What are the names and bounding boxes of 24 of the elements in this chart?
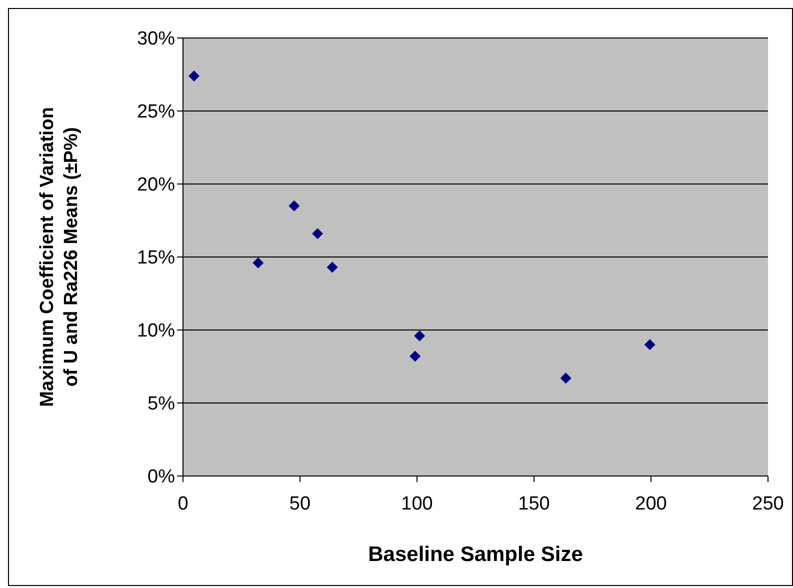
x-axis-title: Baseline Sample Size bbox=[368, 543, 583, 566]
x-tick-label: 250 bbox=[752, 493, 784, 514]
y-tick-label: 5% bbox=[148, 394, 176, 415]
y-axis-title: Maximum Coefficient of Variation of U and Ra226 Means (±P%) bbox=[37, 107, 82, 407]
y-tick-label: 10% bbox=[136, 320, 176, 342]
point bbox=[326, 262, 338, 273]
point bbox=[410, 350, 421, 362]
point bbox=[188, 70, 200, 82]
x-tick-label: 100 bbox=[401, 493, 433, 514]
point bbox=[312, 228, 324, 240]
y-tick-label: 25% bbox=[136, 102, 176, 123]
point bbox=[560, 372, 572, 384]
point bbox=[252, 257, 264, 268]
point bbox=[288, 200, 300, 212]
point bbox=[644, 339, 656, 350]
y-tick-label: 15% bbox=[136, 248, 176, 269]
x-tick-label: 200 bbox=[635, 493, 667, 514]
y-tick-label: 20% bbox=[136, 174, 176, 196]
x-tick-label: 150 bbox=[518, 493, 550, 514]
y-tick-label: 30% bbox=[136, 28, 176, 50]
point bbox=[414, 330, 426, 342]
x-tick-label: 0 bbox=[178, 493, 188, 514]
y-tick-label: 0% bbox=[148, 466, 176, 488]
x-tick-label: 50 bbox=[289, 493, 311, 514]
